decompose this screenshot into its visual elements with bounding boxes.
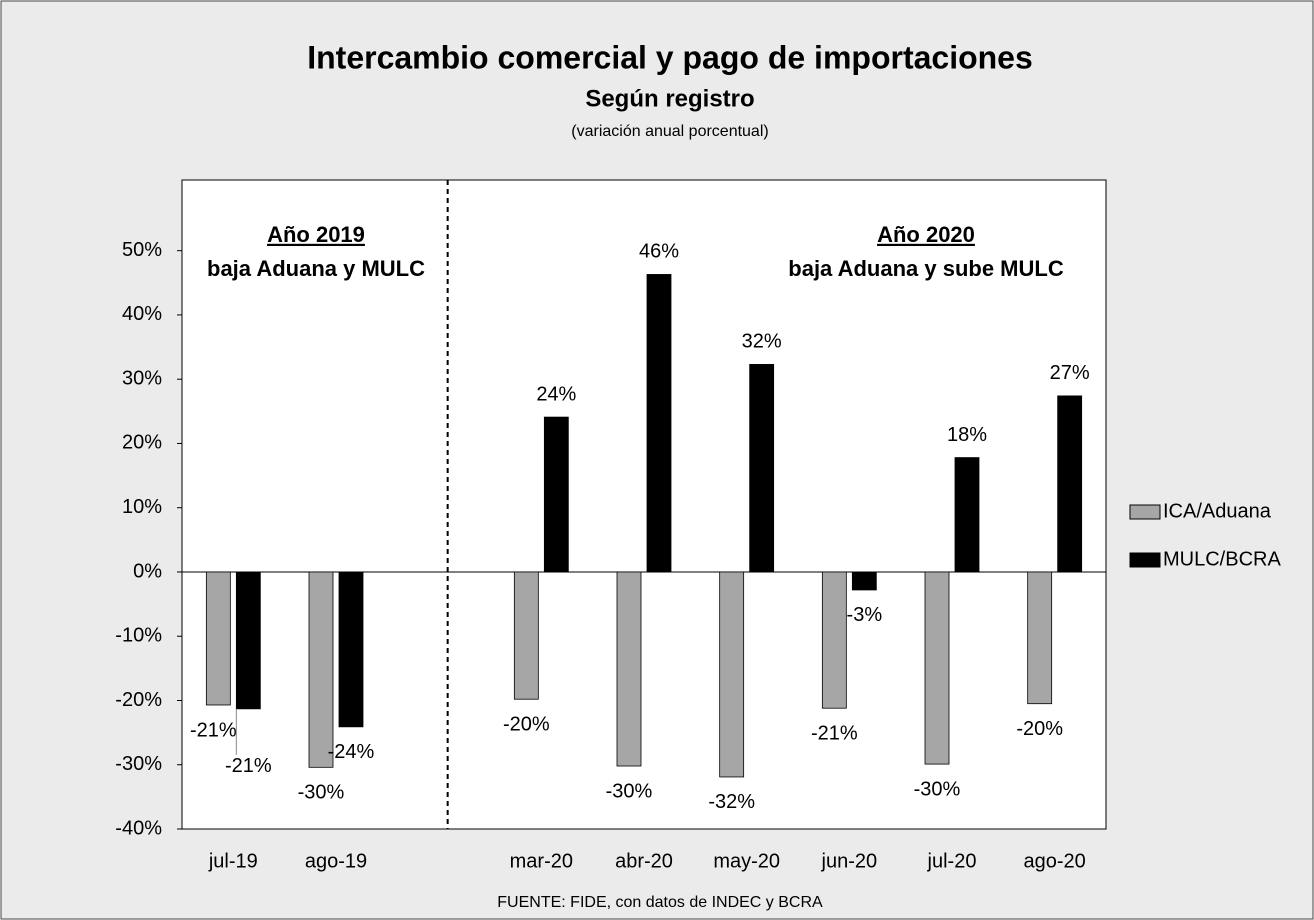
legend-swatch [1129, 504, 1161, 520]
annotation: Año 2020 [877, 222, 975, 247]
y-tick-label: 40% [122, 303, 162, 325]
chart-title: Intercambio comercial y pago de importac… [307, 39, 1033, 75]
legend-label: ICA/Aduana [1163, 500, 1272, 522]
bar [954, 457, 980, 573]
data-label: -30% [914, 778, 961, 800]
chart-subtitle: Según registro [585, 85, 754, 112]
bar [616, 571, 642, 767]
bar [749, 364, 775, 573]
y-tick-label: -10% [115, 625, 162, 647]
y-tick-label: -40% [115, 817, 162, 839]
x-tick-label: ago-20 [1024, 850, 1086, 872]
legend-swatch [1129, 552, 1161, 568]
bar [513, 571, 539, 700]
y-tick-label: 20% [122, 432, 162, 454]
bar [235, 571, 261, 710]
legend-label: MULC/BCRA [1163, 548, 1281, 570]
bar [646, 274, 672, 573]
data-label: -24% [328, 741, 375, 763]
data-label: -21% [225, 755, 272, 777]
data-label: -30% [298, 782, 345, 804]
bar [205, 571, 231, 706]
x-tick-label: jun-20 [821, 850, 878, 872]
x-tick-label: may-20 [713, 850, 780, 872]
data-label: -20% [503, 713, 550, 735]
data-label: -30% [606, 780, 653, 802]
data-label: 32% [742, 331, 782, 353]
data-label: 46% [639, 241, 679, 263]
y-tick-label: 50% [122, 239, 162, 261]
bar [924, 571, 950, 765]
bar [719, 571, 745, 778]
bar [821, 571, 847, 709]
bar [308, 571, 334, 768]
bar [543, 416, 569, 573]
annotation: Año 2019 [267, 222, 365, 247]
data-label: -20% [1016, 718, 1063, 740]
data-label: 24% [536, 383, 576, 405]
chart-note: (variación anual porcentual) [571, 123, 768, 140]
y-tick-label: 10% [122, 496, 162, 518]
annotation: baja Aduana y sube MULC [788, 256, 1064, 281]
data-label: 27% [1050, 362, 1090, 384]
y-tick-label: -30% [115, 753, 162, 775]
plot-area [181, 179, 1107, 830]
bar [338, 571, 364, 728]
data-label: -21% [190, 719, 237, 741]
x-tick-label: jul-19 [208, 850, 258, 872]
bar [1027, 571, 1053, 705]
x-tick-label: jul-20 [927, 850, 977, 872]
x-tick-label: abr-20 [615, 850, 673, 872]
annotation: baja Aduana y MULC [207, 256, 425, 281]
x-tick-label: mar-20 [510, 850, 573, 872]
bar [1057, 395, 1083, 573]
data-label: -3% [847, 604, 883, 626]
y-tick-label: -20% [115, 689, 162, 711]
bar [851, 571, 877, 591]
x-tick-label: ago-19 [305, 850, 367, 872]
source: FUENTE: FIDE, con datos de INDEC y BCRA [497, 894, 823, 911]
data-label: -32% [708, 791, 755, 813]
data-label: -21% [811, 722, 858, 744]
y-tick-label: 0% [133, 560, 162, 582]
data-label: 18% [947, 424, 987, 446]
y-tick-label: 30% [122, 367, 162, 389]
